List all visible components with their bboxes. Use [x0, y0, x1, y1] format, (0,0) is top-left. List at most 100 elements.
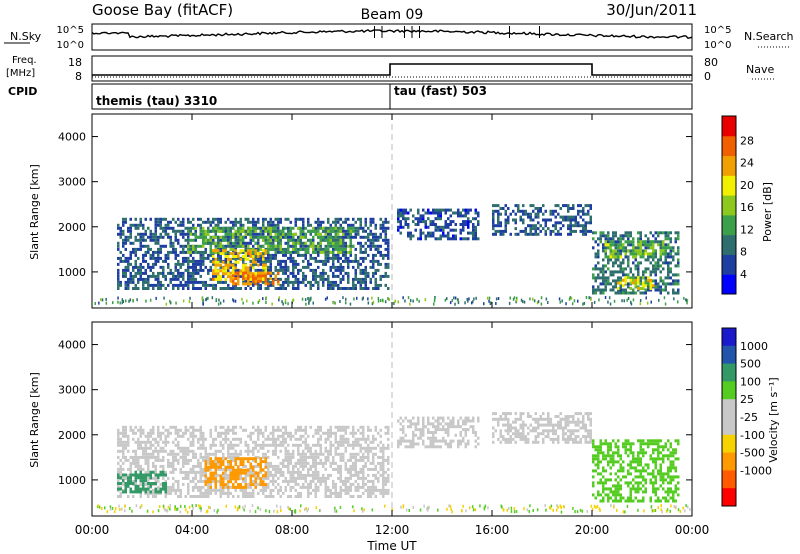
- heat-cell: [129, 250, 132, 254]
- heat-cell: [189, 425, 192, 429]
- heat-cell: [192, 274, 195, 278]
- heat-cell: [234, 452, 237, 456]
- heat-cell: [317, 265, 320, 269]
- heat-cell: [402, 208, 405, 212]
- heat-cell: [284, 458, 287, 462]
- heat-cell: [504, 229, 507, 233]
- heat-cell: [672, 282, 675, 286]
- heat-cell: [227, 485, 230, 489]
- colorbar-frame: [721, 115, 737, 295]
- heat-cell: [122, 449, 125, 453]
- heat-cell: [247, 495, 250, 498]
- heat-cell: [214, 244, 217, 248]
- heat-cell: [222, 244, 225, 248]
- heat-cell: [334, 268, 337, 272]
- heat-cell: [467, 208, 470, 212]
- heat-cell: [142, 244, 145, 248]
- heat-cell: [382, 443, 385, 447]
- heat-cell: [279, 268, 282, 272]
- heat-cell: [277, 279, 280, 283]
- heat-cell: [667, 255, 670, 259]
- heat-cell: [302, 229, 305, 233]
- heat-cell: [139, 274, 142, 278]
- heat-cell: [584, 224, 587, 228]
- heat-cell: [264, 274, 267, 278]
- heat-cell: [204, 256, 207, 260]
- heat-cell: [117, 479, 120, 483]
- heat-cell: [247, 473, 250, 477]
- heat-cell: [192, 226, 195, 230]
- heat-cell: [237, 483, 240, 487]
- heat-cell: [382, 491, 385, 495]
- heat-cell: [577, 224, 580, 228]
- heat-cell: [544, 209, 547, 213]
- heat-cell: [654, 255, 657, 259]
- heat-cell: [459, 211, 462, 215]
- heat-cell: [357, 485, 360, 489]
- heat-cell: [387, 262, 390, 266]
- heat-cell: [177, 259, 180, 263]
- heat-cell: [497, 218, 500, 222]
- heat-cell: [587, 204, 590, 208]
- heat-cell: [202, 235, 205, 239]
- heat-cell: [299, 437, 302, 441]
- heat-cell: [352, 277, 355, 281]
- heat-cell: [372, 241, 375, 245]
- heat-cell: [319, 446, 322, 450]
- heat-cell: [319, 449, 322, 453]
- heat-cell: [242, 223, 245, 227]
- heat-cell: [554, 224, 557, 228]
- heat-cell: [207, 488, 210, 492]
- heat-cell: [189, 440, 192, 444]
- heat-cell: [339, 226, 342, 230]
- heat-cell: [572, 207, 575, 210]
- heat-cell: [637, 278, 640, 282]
- heat-cell: [494, 224, 497, 228]
- heat-cell: [319, 271, 322, 275]
- heat-cell: [449, 220, 452, 224]
- heat-cell: [269, 488, 272, 492]
- heat-cell: [289, 452, 292, 456]
- heat-cell: [244, 263, 247, 267]
- heat-cell: [312, 277, 315, 281]
- heat-cell: [549, 212, 552, 216]
- heat-cell: [149, 217, 152, 221]
- heat-cell: [657, 234, 660, 238]
- heat-cell: [212, 220, 215, 224]
- heat-cell: [192, 425, 195, 429]
- heat-cell: [159, 280, 162, 284]
- heat-cell: [197, 428, 200, 432]
- heat-cell: [217, 238, 220, 242]
- heat-cell: [137, 428, 140, 432]
- heat-cell: [594, 255, 597, 259]
- heat-cell: [569, 229, 572, 233]
- heat-cell: [654, 282, 657, 286]
- heat-cell: [329, 443, 332, 447]
- heat-cell: [399, 223, 402, 226]
- heat-cell: [199, 446, 202, 450]
- heat-cell: [612, 255, 615, 259]
- heat-cell: [294, 262, 297, 266]
- heat-cell: [367, 485, 370, 489]
- heat-cell: [419, 433, 422, 437]
- heat-cell: [622, 237, 625, 241]
- heat-cell: [267, 250, 270, 254]
- heat-cell: [209, 443, 212, 447]
- heat-cell: [117, 467, 120, 471]
- heat-cell: [197, 217, 200, 221]
- heat-cell: [387, 428, 390, 432]
- heat-cell: [209, 283, 212, 287]
- heat-cell: [122, 241, 125, 245]
- heat-cell: [222, 238, 225, 242]
- heat-cell: [337, 256, 340, 260]
- heat-cell: [139, 220, 142, 224]
- heat-cell: [334, 301, 336, 305]
- colorbar-swatch: [722, 116, 736, 137]
- heat-cell: [227, 467, 230, 471]
- heat-cell: [364, 488, 367, 492]
- heat-cell: [637, 249, 640, 253]
- heat-cell: [314, 455, 317, 459]
- heat-cell: [609, 246, 612, 250]
- heat-cell: [334, 247, 337, 251]
- heat-cell: [559, 207, 562, 210]
